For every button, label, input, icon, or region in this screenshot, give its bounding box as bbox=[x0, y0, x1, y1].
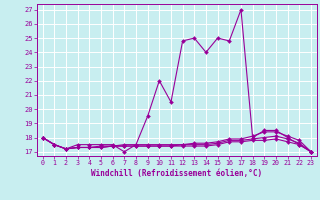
X-axis label: Windchill (Refroidissement éolien,°C): Windchill (Refroidissement éolien,°C) bbox=[91, 169, 262, 178]
